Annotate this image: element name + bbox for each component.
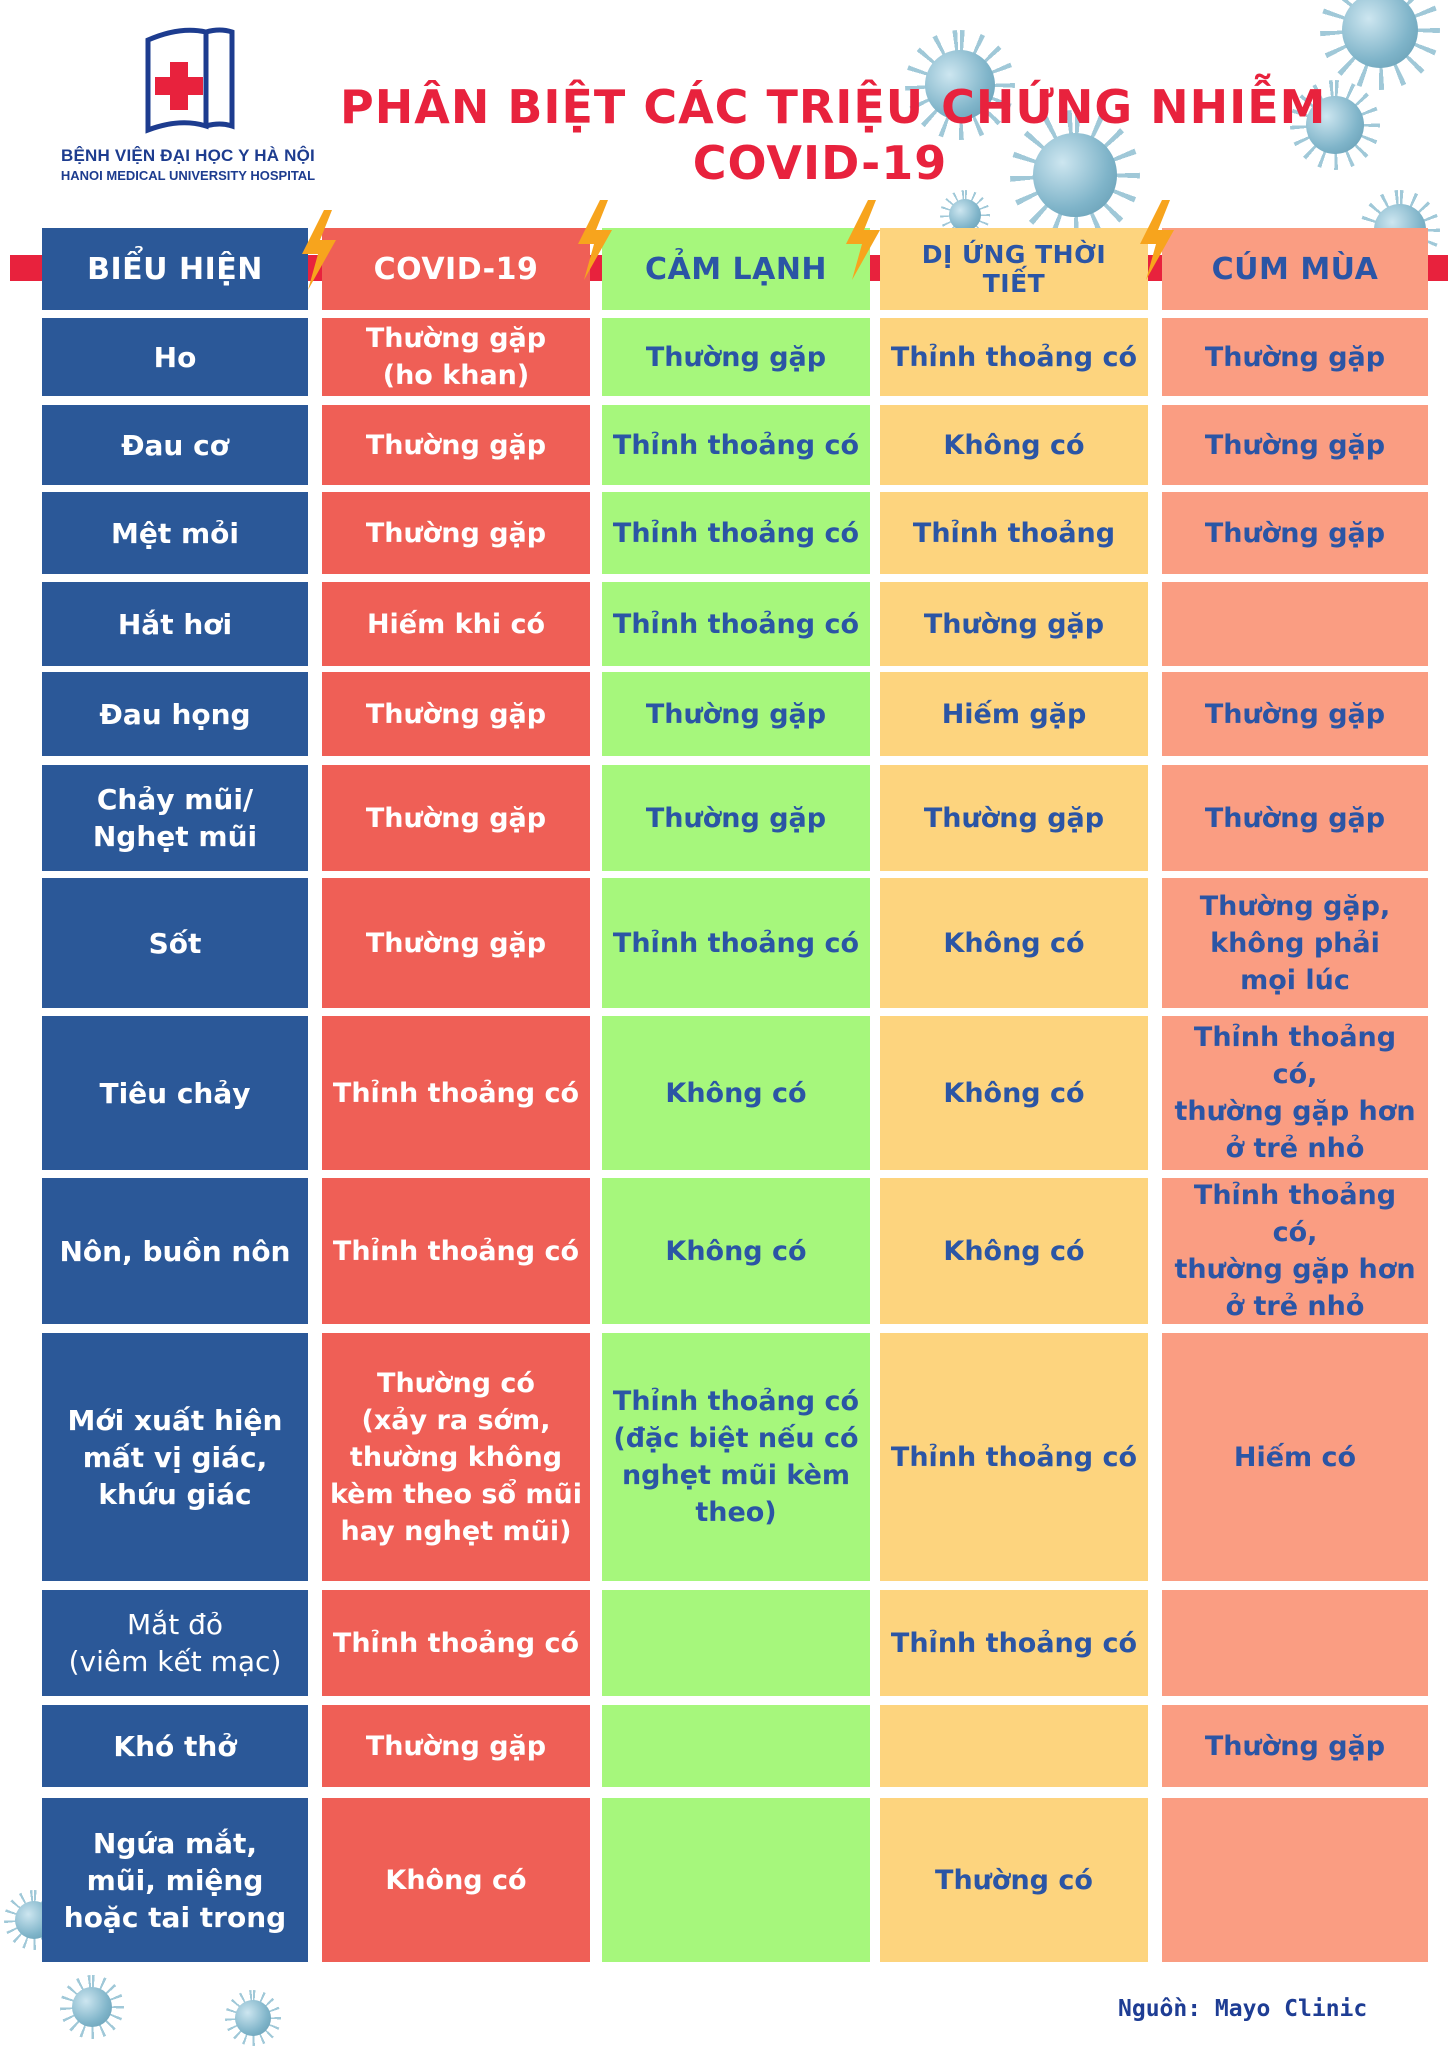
symptom-cell: Nôn, buồn nôn: [42, 1178, 308, 1324]
symptom-cell: Mắt đỏ (viêm kết mạc): [42, 1590, 308, 1696]
flu-cell: [1162, 1590, 1428, 1696]
cold-cell: Thỉnh thoảng có (đặc biệt nếu có nghẹt m…: [602, 1333, 870, 1581]
cold-cell: Thường gặp: [602, 672, 870, 756]
cold-cell: Không có: [602, 1016, 870, 1170]
header-allergy: DỊ ỨNG THỜI TIẾT: [880, 228, 1148, 310]
symptom-cell: Mới xuất hiện mất vị giác, khứu giác: [42, 1333, 308, 1581]
lightning-icon: [846, 200, 880, 280]
source-credit: Nguồn: Mayo Clinic: [1118, 1996, 1368, 2022]
flu-cell: Thỉnh thoảng có, thường gặp hơn ở trẻ nh…: [1162, 1178, 1428, 1324]
virus-decoration: [1290, 80, 1380, 170]
hospital-name-vi: BỆNH VIỆN ĐẠI HỌC Y HÀ NỘI: [61, 146, 315, 165]
lightning-icon: [302, 210, 336, 290]
header-cold: CẢM LẠNH: [602, 228, 870, 310]
symptom-cell: Sốt: [42, 878, 308, 1008]
virus-decoration: [905, 30, 1015, 140]
allergy-cell: Hiếm gặp: [880, 672, 1148, 756]
symptom-cell: Đau họng: [42, 672, 308, 756]
header-symptom: BIỂU HIỆN: [42, 228, 308, 310]
symptom-cell: Chảy mũi/ Nghẹt mũi: [42, 765, 308, 871]
header-flu: CÚM MÙA: [1162, 228, 1428, 310]
allergy-cell: Không có: [880, 878, 1148, 1008]
symptom-cell: Mệt mỏi: [42, 492, 308, 574]
allergy-cell: Thỉnh thoảng: [880, 492, 1148, 574]
lightning-icon: [578, 200, 612, 280]
allergy-cell: Thường có: [880, 1798, 1148, 1962]
covid-cell: Thường gặp: [322, 765, 590, 871]
virus-decoration: [1320, 0, 1440, 90]
virus-decoration: [60, 1975, 124, 2039]
flu-cell: Thường gặp: [1162, 318, 1428, 396]
allergy-cell: Thường gặp: [880, 582, 1148, 666]
covid-cell: Thường gặp: [322, 1705, 590, 1787]
page-title: PHÂN BIỆT CÁC TRIỆU CHỨNG NHIỄM: [340, 80, 1327, 134]
flu-cell: Thỉnh thoảng có, thường gặp hơn ở trẻ nh…: [1162, 1016, 1428, 1170]
header-covid: COVID-19: [322, 228, 590, 310]
symptom-cell: Khó thở: [42, 1705, 308, 1787]
page-title-line2: COVID-19: [692, 136, 948, 190]
cold-cell: [602, 1798, 870, 1962]
covid-cell: Thỉnh thoảng có: [322, 1590, 590, 1696]
covid-cell: Không có: [322, 1798, 590, 1962]
hospital-book-cross-icon: [145, 27, 235, 134]
covid-cell: Thường gặp: [322, 672, 590, 756]
covid-cell: Thường gặp: [322, 405, 590, 485]
covid-cell: Thỉnh thoảng có: [322, 1016, 590, 1170]
cold-cell: Thỉnh thoảng có: [602, 492, 870, 574]
cold-cell: Thường gặp: [602, 765, 870, 871]
symptom-cell: Đau cơ: [42, 405, 308, 485]
covid-cell: Hiếm khi có: [322, 582, 590, 666]
cold-cell: Thường gặp: [602, 318, 870, 396]
allergy-cell: [880, 1705, 1148, 1787]
symptom-cell: Tiêu chảy: [42, 1016, 308, 1170]
allergy-cell: Không có: [880, 405, 1148, 485]
flu-cell: Thường gặp: [1162, 672, 1428, 756]
flu-cell: [1162, 1798, 1428, 1962]
cold-cell: Không có: [602, 1178, 870, 1324]
cold-cell: [602, 1590, 870, 1696]
virus-decoration: [225, 1990, 281, 2046]
allergy-cell: Thỉnh thoảng có: [880, 1333, 1148, 1581]
flu-cell: Hiếm có: [1162, 1333, 1428, 1581]
virus-decoration: [1010, 110, 1140, 240]
flu-cell: Thường gặp: [1162, 492, 1428, 574]
covid-cell: Thường gặp (ho khan): [322, 318, 590, 396]
allergy-cell: Không có: [880, 1016, 1148, 1170]
flu-cell: Thường gặp, không phải mọi lúc: [1162, 878, 1428, 1008]
allergy-cell: Thường gặp: [880, 765, 1148, 871]
hospital-logo: BỆNH VIỆN ĐẠI HỌC Y HÀ NỘI HANOI MEDICAL…: [48, 22, 328, 192]
cold-cell: Thỉnh thoảng có: [602, 878, 870, 1008]
covid-cell: Thường gặp: [322, 492, 590, 574]
flu-cell: Thường gặp: [1162, 765, 1428, 871]
allergy-cell: Thỉnh thoảng có: [880, 318, 1148, 396]
cold-cell: Thỉnh thoảng có: [602, 405, 870, 485]
allergy-cell: Thỉnh thoảng có: [880, 1590, 1148, 1696]
symptom-cell: Ngứa mắt, mũi, miệng hoặc tai trong: [42, 1798, 308, 1962]
allergy-cell: Không có: [880, 1178, 1148, 1324]
lightning-icon: [1140, 200, 1174, 280]
flu-cell: Thường gặp: [1162, 405, 1428, 485]
covid-cell: Thỉnh thoảng có: [322, 1178, 590, 1324]
cold-cell: [602, 1705, 870, 1787]
symptom-cell: Ho: [42, 318, 308, 396]
symptom-cell: Hắt hơi: [42, 582, 308, 666]
covid-cell: Thường có (xảy ra sớm, thường không kèm …: [322, 1333, 590, 1581]
flu-cell: Thường gặp: [1162, 1705, 1428, 1787]
cold-cell: Thỉnh thoảng có: [602, 582, 870, 666]
hospital-name-en: HANOI MEDICAL UNIVERSITY HOSPITAL: [60, 168, 316, 183]
covid-cell: Thường gặp: [322, 878, 590, 1008]
flu-cell: [1162, 582, 1428, 666]
